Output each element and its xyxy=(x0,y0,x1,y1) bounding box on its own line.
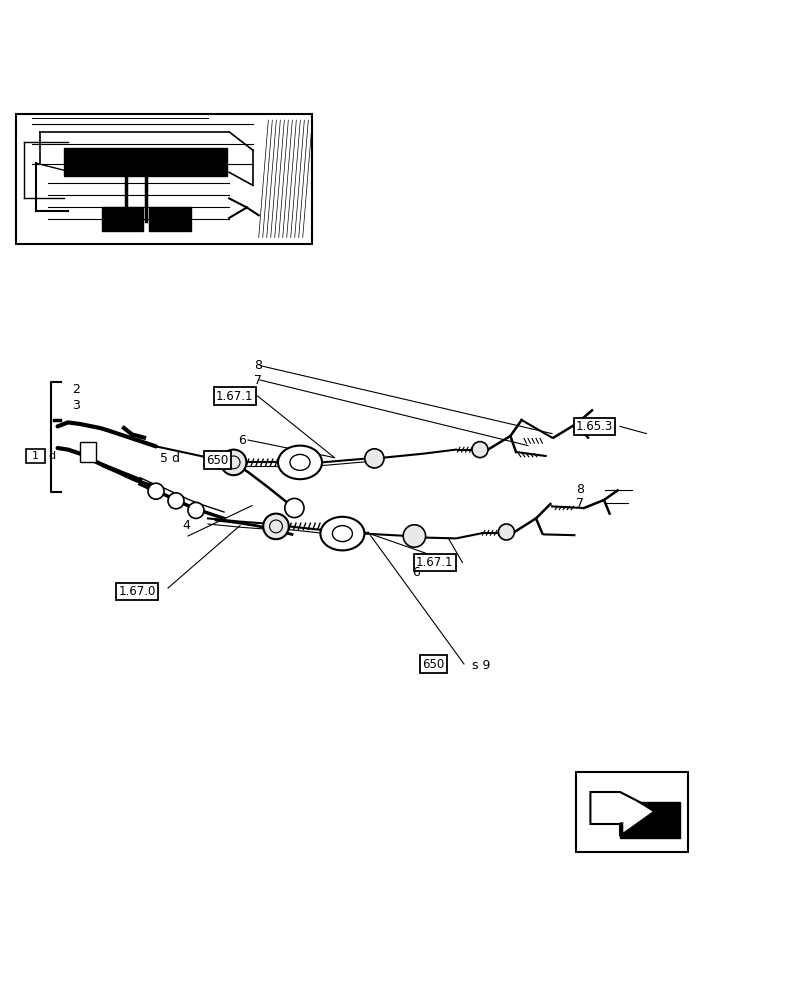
Bar xyxy=(64,148,227,176)
Circle shape xyxy=(472,442,488,458)
Circle shape xyxy=(188,502,204,518)
Text: 1.67.1: 1.67.1 xyxy=(216,389,254,402)
Text: 6: 6 xyxy=(238,434,246,447)
Circle shape xyxy=(263,514,289,539)
Text: 2: 2 xyxy=(72,383,80,396)
Text: 1.65.3: 1.65.3 xyxy=(576,420,614,433)
Text: 3: 3 xyxy=(72,399,80,412)
Ellipse shape xyxy=(278,446,322,479)
Polygon shape xyxy=(594,794,652,833)
Circle shape xyxy=(221,450,246,475)
Text: 5 d: 5 d xyxy=(160,452,180,465)
Circle shape xyxy=(365,449,384,468)
Bar xyxy=(102,207,143,231)
Ellipse shape xyxy=(320,517,364,550)
Text: 8: 8 xyxy=(254,359,262,372)
Bar xyxy=(149,207,190,231)
Bar xyxy=(576,772,688,852)
Polygon shape xyxy=(620,802,680,838)
Bar xyxy=(26,449,45,463)
Text: 650: 650 xyxy=(206,454,229,466)
Circle shape xyxy=(498,524,514,540)
Bar xyxy=(80,442,96,462)
Text: 650: 650 xyxy=(422,658,445,670)
Text: 1.67.1: 1.67.1 xyxy=(416,556,454,569)
Text: 8: 8 xyxy=(576,483,584,496)
Text: 7: 7 xyxy=(254,373,262,386)
Circle shape xyxy=(403,525,426,547)
Text: 6: 6 xyxy=(412,566,420,578)
Circle shape xyxy=(148,483,164,499)
Text: s 9: s 9 xyxy=(472,659,490,672)
Text: 1: 1 xyxy=(32,451,38,461)
Bar xyxy=(16,114,312,244)
Circle shape xyxy=(285,498,304,518)
Circle shape xyxy=(168,493,184,509)
Text: d: d xyxy=(48,451,55,461)
Text: 4: 4 xyxy=(182,519,190,532)
Text: 1.67.0: 1.67.0 xyxy=(118,585,156,598)
Text: 7: 7 xyxy=(576,497,584,510)
